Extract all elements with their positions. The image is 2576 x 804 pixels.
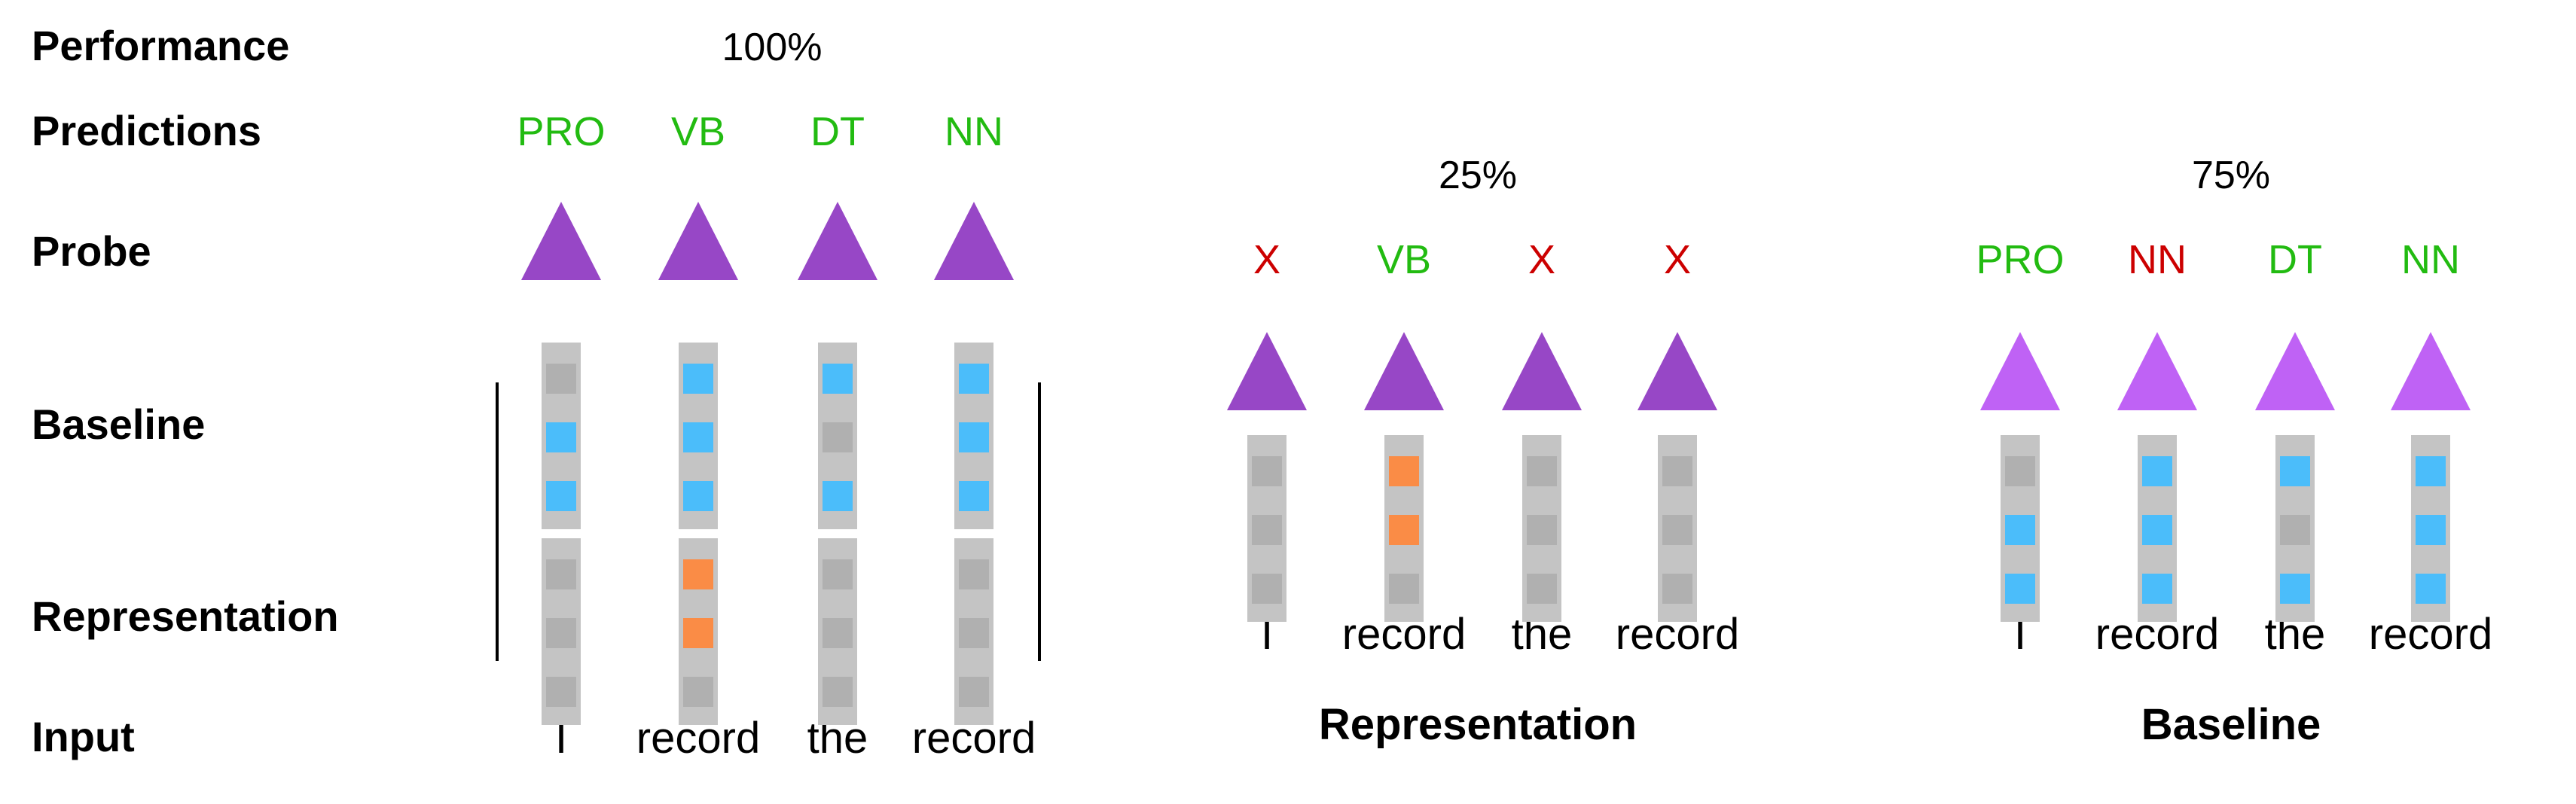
- row-label-performance: Performance: [32, 22, 289, 69]
- prediction-label: X: [1528, 237, 1555, 282]
- slot-orange: [683, 559, 713, 589]
- slot-blue: [2142, 574, 2172, 604]
- slot-empty: [1527, 515, 1557, 545]
- slot-blue: [2280, 456, 2310, 486]
- prediction-label: X: [1664, 237, 1691, 282]
- slot-blue: [959, 481, 989, 511]
- slot-empty: [1662, 456, 1692, 486]
- prediction-label: PRO: [1976, 237, 2064, 282]
- slot-blue: [683, 422, 713, 452]
- prediction-label: X: [1253, 237, 1280, 282]
- row-label-baseline: Baseline: [32, 400, 205, 448]
- panel-caption: Representation: [1319, 700, 1637, 749]
- slot-empty: [823, 422, 853, 452]
- performance-value: 25%: [1439, 154, 1517, 197]
- slot-orange: [1389, 456, 1419, 486]
- slot-blue: [546, 481, 576, 511]
- slot-empty: [1252, 574, 1282, 604]
- probe-triangle: [658, 202, 738, 280]
- slot-empty: [1252, 456, 1282, 486]
- slot-empty: [823, 618, 853, 648]
- slot-blue: [2005, 515, 2035, 545]
- slot-blue: [2280, 574, 2310, 604]
- panel-caption: Baseline: [2141, 700, 2321, 749]
- slot-empty: [2005, 456, 2035, 486]
- prediction-label: NN: [2401, 237, 2460, 282]
- row-label-predictions: Predictions: [32, 107, 261, 154]
- slot-empty: [2280, 515, 2310, 545]
- probe-triangle: [1502, 332, 1582, 410]
- performance-value: 75%: [2192, 154, 2270, 197]
- probe-triangle: [1227, 332, 1307, 410]
- slot-orange: [1389, 515, 1419, 545]
- row-label-input: Input: [32, 713, 135, 760]
- prediction-label: NN: [945, 109, 1003, 154]
- slot-blue: [2416, 574, 2446, 604]
- input-word: I: [1261, 610, 1273, 659]
- probe-triangle: [2117, 332, 2197, 410]
- slot-blue: [2416, 515, 2446, 545]
- probe-triangle: [2391, 332, 2471, 410]
- slot-empty: [1662, 574, 1692, 604]
- probe-triangle: [521, 202, 601, 280]
- slot-empty: [546, 559, 576, 589]
- probe-triangle: [798, 202, 877, 280]
- slot-empty: [823, 677, 853, 707]
- slot-blue: [683, 481, 713, 511]
- slot-empty: [1389, 574, 1419, 604]
- slot-blue: [959, 422, 989, 452]
- slot-empty: [959, 677, 989, 707]
- slot-blue: [959, 364, 989, 394]
- input-word: I: [2014, 610, 2026, 659]
- slot-blue: [2005, 574, 2035, 604]
- slot-blue: [683, 364, 713, 394]
- slot-blue: [823, 364, 853, 394]
- prediction-label: PRO: [517, 109, 605, 154]
- prediction-label: VB: [671, 109, 725, 154]
- slot-empty: [546, 364, 576, 394]
- row-label-probe: Probe: [32, 227, 151, 275]
- slot-empty: [1527, 574, 1557, 604]
- slot-empty: [959, 559, 989, 589]
- probe-triangle: [1364, 332, 1444, 410]
- slot-empty: [1527, 456, 1557, 486]
- slot-blue: [2416, 456, 2446, 486]
- prediction-label: DT: [810, 109, 865, 154]
- slot-blue: [2142, 515, 2172, 545]
- slot-empty: [546, 618, 576, 648]
- slot-blue: [2142, 456, 2172, 486]
- slot-empty: [1252, 515, 1282, 545]
- prediction-label: NN: [2128, 237, 2187, 282]
- slot-empty: [823, 559, 853, 589]
- row-label-representation: Representation: [32, 592, 339, 640]
- probe-triangle: [1637, 332, 1717, 410]
- probe-triangle: [2255, 332, 2335, 410]
- slot-empty: [546, 677, 576, 707]
- input-word: I: [555, 714, 567, 763]
- slot-empty: [1662, 515, 1692, 545]
- probe-triangle: [934, 202, 1014, 280]
- slot-blue: [823, 481, 853, 511]
- slot-blue: [546, 422, 576, 452]
- slot-empty: [683, 677, 713, 707]
- prediction-label: DT: [2268, 237, 2322, 282]
- performance-value: 100%: [722, 26, 823, 69]
- prediction-label: VB: [1377, 237, 1431, 282]
- slot-empty: [959, 618, 989, 648]
- probe-triangle: [1980, 332, 2060, 410]
- slot-orange: [683, 618, 713, 648]
